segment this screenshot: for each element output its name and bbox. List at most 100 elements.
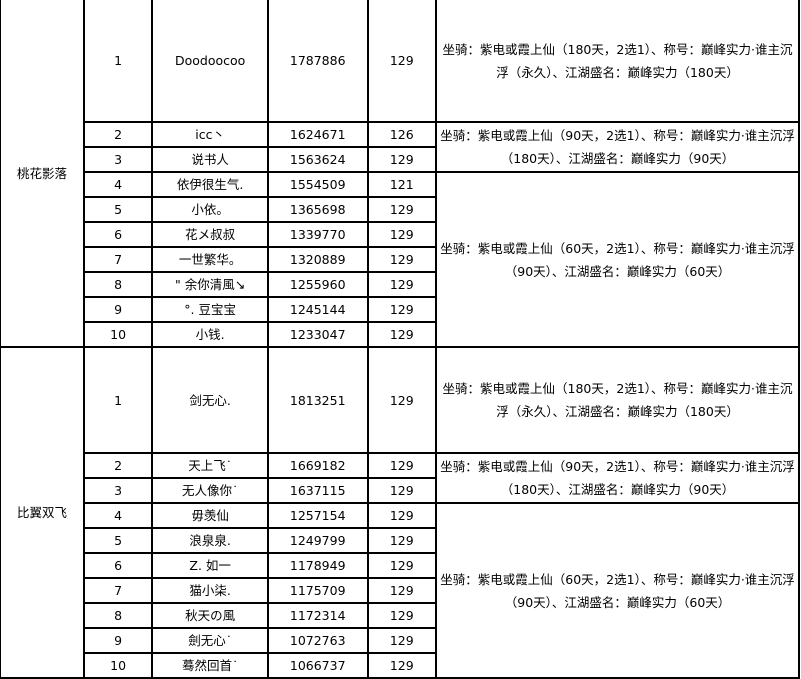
table-row: 4 毋羡仙 1257154 129 坐骑：紫电或霞上仙（60天，2选1）、称号：巅峰实力… — [0, 502, 800, 679]
rank-cell: 2 — [82, 452, 154, 479]
rank-cell: 8 — [82, 271, 154, 298]
rank-cell: 4 — [82, 502, 154, 529]
player-name-cell: 无人像你˙ — [151, 477, 269, 504]
score-cell: 1554509 — [266, 171, 369, 198]
reward-cell: 坐骑：紫电或霞上仙（90天，2选1）、称号：巅峰实力·谁主沉浮（180天）、江湖… — [435, 452, 800, 504]
level-cell: 129 — [366, 602, 438, 629]
rank-cell: 5 — [82, 527, 154, 554]
score-cell: 1813251 — [266, 346, 369, 454]
rank-cell: 6 — [82, 221, 154, 248]
table-row: 6 花メ叔叔 1339770 129 — [0, 221, 799, 248]
rank-cell: 3 — [82, 146, 154, 173]
player-name-cell: 说书人 — [151, 146, 269, 173]
player-name-cell: 浪泉泉. — [151, 527, 269, 554]
rank-cell: 10 — [82, 652, 154, 679]
level-cell: 129 — [366, 627, 438, 654]
rank-cell: 9 — [82, 296, 154, 323]
level-cell: 129 — [366, 652, 438, 679]
score-cell: 1245144 — [266, 296, 369, 323]
score-cell: 1320889 — [266, 246, 369, 273]
rank-cell: 1 — [82, 346, 154, 454]
player-name-cell: 蓦然回首˙ — [151, 652, 269, 679]
score-cell: 1072763 — [266, 627, 369, 654]
level-cell: 129 — [366, 552, 438, 579]
reward-cell: 坐骑：紫电或霞上仙（180天，2选1）、称号：巅峰实力·谁主沉浮（永久）、江湖盛… — [435, 0, 800, 123]
level-cell: 121 — [366, 171, 438, 198]
group-name: 桃花影落 — [0, 0, 85, 348]
rank-cell: 8 — [82, 602, 154, 629]
table-row: 7 一世繁华。 1320889 129 — [0, 246, 799, 273]
level-cell: 129 — [366, 271, 438, 298]
rank-cell: 1 — [82, 0, 154, 123]
player-name-cell: 秋天の風 — [151, 602, 269, 629]
table-row: 7 猫小柒. 1175709 129 — [0, 577, 799, 604]
group-name: 比翼双飞 — [0, 346, 85, 679]
level-cell: 129 — [366, 246, 438, 273]
reward-cell: 坐骑：紫电或霞上仙（180天，2选1）、称号：巅峰实力·谁主沉浮（永久）、江湖盛… — [435, 346, 800, 454]
table-row: 8 秋天の風 1172314 129 — [0, 602, 799, 629]
player-name-cell: 小钱. — [151, 321, 269, 348]
rank-cell: 10 — [82, 321, 154, 348]
reward-cell: 坐骑：紫电或霞上仙（60天，2选1）、称号：巅峰实力·谁主沉浮（90天）、江湖盛… — [435, 171, 800, 348]
score-cell: 1339770 — [266, 221, 369, 248]
level-cell: 129 — [366, 221, 438, 248]
score-cell: 1255960 — [266, 271, 369, 298]
score-cell: 1172314 — [266, 602, 369, 629]
level-cell: 129 — [366, 146, 438, 173]
rank-cell: 3 — [82, 477, 154, 504]
table-row: 桃花影落 1 Doodoocoo 1787886 129 坐骑：紫电或霞上仙（180天，2… — [0, 0, 800, 348]
table-row: 2 icc丶 1624671 126 坐骑：紫电或霞上仙（90天，2选1）、称号：巅峰实… — [0, 121, 800, 173]
player-name-cell: 依伊很生气. — [151, 171, 269, 198]
table-row: 3 说书人 1563624 129 — [0, 146, 799, 173]
table-row: 4 依伊很生气. 1554509 121 坐骑：紫电或霞上仙（60天，2选1）、称号：巅… — [0, 171, 800, 348]
rank-cell: 4 — [82, 171, 154, 198]
score-cell: 1257154 — [266, 502, 369, 529]
level-cell: 129 — [366, 196, 438, 223]
player-name-cell: 毋羡仙 — [151, 502, 269, 529]
level-cell: 129 — [366, 346, 438, 454]
table-row: 9 °. 豆宝宝 1245144 129 — [0, 296, 799, 323]
player-name-cell: Z. 如一 — [151, 552, 269, 579]
table-row: 2 天上飞˙ 1669182 129 坐骑：紫电或霞上仙（90天，2选1）、称号：巅峰实… — [0, 452, 800, 504]
player-name-cell: Doodoocoo — [151, 0, 269, 123]
table-row: 3 无人像你˙ 1637115 129 — [0, 477, 799, 504]
player-name-cell: 剑无心. — [151, 346, 269, 454]
table-row: 5 小依。 1365698 129 — [0, 196, 799, 223]
level-cell: 129 — [366, 527, 438, 554]
score-cell: 1787886 — [266, 0, 369, 123]
level-cell: 129 — [366, 321, 438, 348]
table-row: 8 " 余你清風↘ 1255960 129 — [0, 271, 799, 298]
score-cell: 1175709 — [266, 577, 369, 604]
score-cell: 1066737 — [266, 652, 369, 679]
player-name-cell: °. 豆宝宝 — [151, 296, 269, 323]
table-row: 5 浪泉泉. 1249799 129 — [0, 527, 799, 554]
score-cell: 1669182 — [266, 452, 369, 479]
score-cell: 1365698 — [266, 196, 369, 223]
score-cell: 1178949 — [266, 552, 369, 579]
table-row: 6 Z. 如一 1178949 129 — [0, 552, 799, 579]
player-name-cell: " 余你清風↘ — [151, 271, 269, 298]
player-name-cell: 劍无心˙ — [151, 627, 269, 654]
rank-cell: 5 — [82, 196, 154, 223]
level-cell: 129 — [366, 577, 438, 604]
reward-cell: 坐骑：紫电或霞上仙（60天，2选1）、称号：巅峰实力·谁主沉浮（90天）、江湖盛… — [435, 502, 800, 679]
table-row: 10 小钱. 1233047 129 — [0, 321, 799, 348]
rank-cell: 7 — [82, 246, 154, 273]
player-name-cell: 猫小柒. — [151, 577, 269, 604]
score-cell: 1249799 — [266, 527, 369, 554]
table-row: 比翼双飞 1 剑无心. 1813251 129 坐骑：紫电或霞上仙（180天，2选1）、称… — [0, 346, 800, 679]
player-name-cell: 天上飞˙ — [151, 452, 269, 479]
score-cell: 1233047 — [266, 321, 369, 348]
score-cell: 1637115 — [266, 477, 369, 504]
level-cell: 129 — [366, 296, 438, 323]
level-cell: 129 — [366, 452, 438, 479]
level-cell: 129 — [366, 502, 438, 529]
level-cell: 129 — [366, 477, 438, 504]
player-name-cell: 花メ叔叔 — [151, 221, 269, 248]
rank-cell: 9 — [82, 627, 154, 654]
score-cell: 1624671 — [266, 121, 369, 148]
rank-cell: 2 — [82, 121, 154, 148]
score-cell: 1563624 — [266, 146, 369, 173]
level-cell: 129 — [366, 0, 438, 123]
